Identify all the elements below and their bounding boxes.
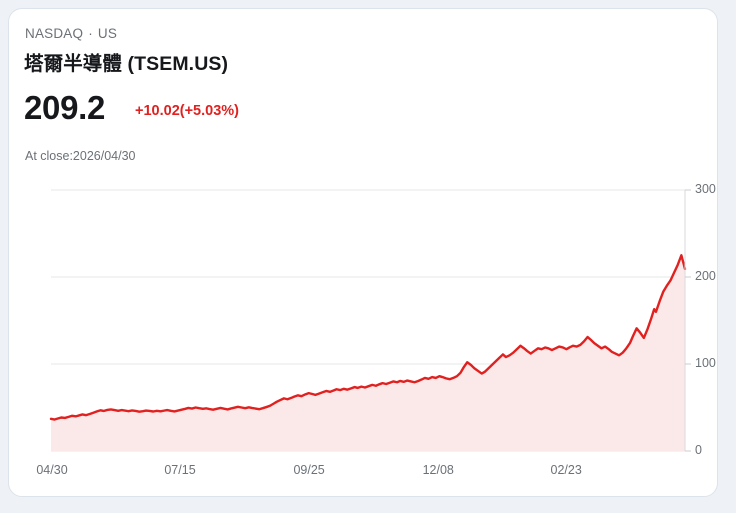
exchange-row: NASDAQ · US [25, 26, 117, 41]
y-axis-tick-label: 300 [695, 182, 716, 196]
current-price: 209.2 [24, 89, 106, 126]
x-axis-tick-label: 07/15 [164, 463, 196, 477]
at-close-timestamp: At close:2026/04/30 [25, 149, 136, 163]
y-axis-tick-label: 200 [695, 269, 716, 283]
x-axis-tick-label: 02/23 [550, 463, 582, 477]
y-axis-tick-label: 0 [695, 443, 702, 457]
price-chart[interactable]: 0 100 200 300 04/30 07/15 09/25 12/08 02/23 [9, 169, 717, 496]
separator-dot: · [88, 26, 93, 41]
x-axis-tick-label: 04/30 [36, 463, 68, 477]
y-axis-tick-label: 100 [695, 356, 716, 370]
country-code: US [97, 26, 118, 41]
chart-canvas [49, 189, 691, 452]
page-title: 塔爾半導體 (TSEM.US) [24, 53, 229, 75]
x-axis-tick-label: 12/08 [422, 463, 454, 477]
exchange-name: NASDAQ [25, 26, 84, 41]
x-axis-tick-label: 09/25 [293, 463, 325, 477]
stock-quote-card: NASDAQ · US 塔爾半導體 (TSEM.US) 209.2 +10.02(+… [8, 8, 718, 497]
price-change: +10.02(+5.03%) [135, 103, 239, 119]
